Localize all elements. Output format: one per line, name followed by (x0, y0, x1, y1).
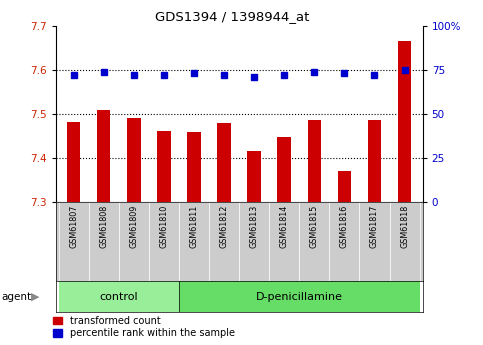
Text: D-penicillamine: D-penicillamine (256, 292, 343, 302)
Bar (359, 202, 389, 281)
Text: GSM61817: GSM61817 (370, 205, 379, 248)
Bar (58, 281, 179, 312)
Text: GSM61814: GSM61814 (280, 205, 289, 248)
Bar (149, 202, 179, 281)
Bar (277, 137, 291, 202)
Bar (187, 132, 201, 202)
Text: GSM61809: GSM61809 (129, 205, 138, 248)
Bar (58, 202, 89, 281)
Bar (299, 202, 329, 281)
Bar (67, 122, 80, 202)
Bar (97, 110, 111, 202)
Bar (119, 202, 149, 281)
Text: agent: agent (1, 292, 31, 302)
Legend: transformed count, percentile rank within the sample: transformed count, percentile rank withi… (53, 316, 235, 338)
Bar (389, 202, 420, 281)
Bar (217, 122, 231, 202)
Text: ▶: ▶ (31, 292, 40, 302)
Bar (179, 202, 209, 281)
Text: GSM61818: GSM61818 (400, 205, 409, 248)
Bar (89, 202, 119, 281)
Bar (247, 151, 261, 202)
Bar (269, 202, 299, 281)
Text: GSM61811: GSM61811 (189, 205, 199, 248)
Bar (209, 202, 239, 281)
Bar (368, 120, 381, 202)
Text: GDS1394 / 1398944_at: GDS1394 / 1398944_at (155, 10, 309, 23)
Text: GSM61808: GSM61808 (99, 205, 108, 248)
Text: GSM61816: GSM61816 (340, 205, 349, 248)
Bar (157, 131, 170, 202)
Bar (179, 281, 420, 312)
Text: GSM61815: GSM61815 (310, 205, 319, 248)
Text: control: control (99, 292, 138, 302)
Text: GSM61813: GSM61813 (250, 205, 258, 248)
Text: GSM61807: GSM61807 (69, 205, 78, 248)
Text: GSM61810: GSM61810 (159, 205, 169, 248)
Text: GSM61812: GSM61812 (220, 205, 228, 248)
Bar (398, 41, 412, 202)
Bar (308, 120, 321, 202)
Bar (329, 202, 359, 281)
Bar (127, 118, 141, 202)
Bar (239, 202, 269, 281)
Bar (338, 171, 351, 202)
